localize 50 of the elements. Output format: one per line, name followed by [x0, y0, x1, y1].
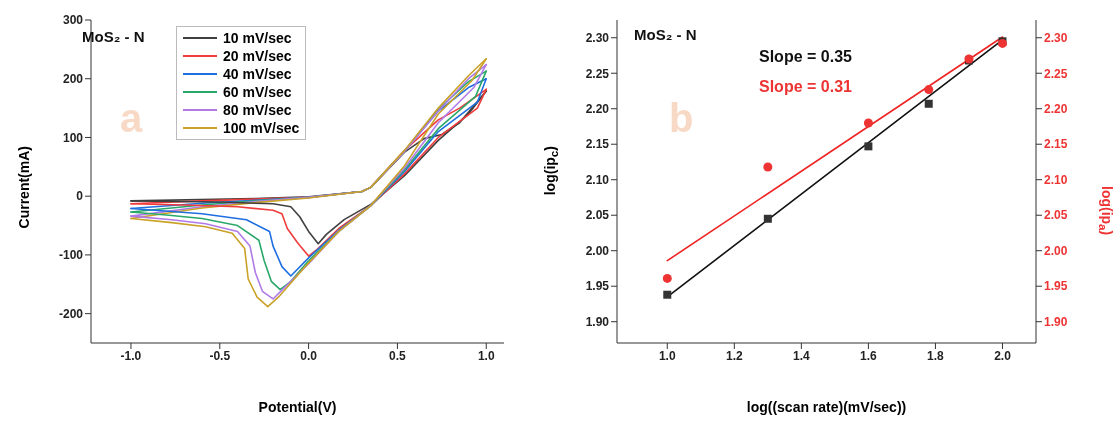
x-tick-label: 1.0: [477, 348, 495, 363]
y-tick-label: 200: [62, 71, 84, 86]
y-tick-label: 1.95: [585, 279, 610, 294]
y-tick-label: 2.10: [585, 172, 610, 187]
x-tick-label: 0.0: [300, 348, 318, 363]
y-tick-label: 0: [76, 189, 84, 204]
x-tick-label: -1.0: [120, 348, 142, 363]
y-tick-label: -100: [58, 248, 84, 263]
x-axis-title: log((scan rate)(mV/sec)): [745, 399, 908, 415]
y2-tick-label: 2.10: [1044, 172, 1068, 187]
x-tick-label: -0.5: [209, 348, 231, 363]
x-tick-label: 2.0: [994, 348, 1012, 363]
annotation: MoS₂ - N: [634, 26, 697, 43]
annotation: MoS₂ - N: [82, 28, 145, 45]
y-tick-label: 2.20: [585, 102, 610, 116]
annotation: Slope = 0.31: [759, 78, 852, 96]
y-tick-label: 2.25: [585, 66, 610, 81]
legend-label: 80 mV/sec: [223, 102, 292, 118]
annotation: b: [669, 96, 694, 141]
y2-tick-label: 2.20: [1044, 102, 1068, 116]
y-tick-label: 2.15: [585, 137, 610, 152]
y-tick-label: 2.00: [585, 243, 610, 258]
x-tick-label: 1.2: [725, 348, 743, 363]
y-tick-label: 300: [62, 13, 84, 28]
y2-tick-label: 2.15: [1044, 137, 1068, 152]
annotation: Slope = 0.35: [759, 48, 852, 66]
annotation: a: [120, 96, 143, 141]
x-tick-label: 1.4: [793, 348, 811, 363]
y-tick-label: -200: [58, 306, 84, 321]
x-tick-label: 1.0: [658, 348, 676, 363]
y2-tick-label: 2.05: [1044, 208, 1068, 223]
legend-label: 40 mV/sec: [223, 66, 292, 82]
y-tick-label: 2.05: [585, 208, 610, 223]
y-tick-label: 1.90: [585, 314, 610, 329]
y2-tick-label: 1.90: [1044, 314, 1068, 329]
y2-tick-label: 2.30: [1044, 31, 1068, 46]
y-axis-title: Current(mA): [16, 145, 32, 228]
legend-label: 100 mV/sec: [223, 120, 300, 136]
y-tick-label: 2.30: [585, 31, 610, 46]
legend-label: 60 mV/sec: [223, 84, 292, 100]
x-axis-title: Potential(V): [257, 399, 338, 415]
y-tick-label: 100: [62, 130, 84, 145]
y2-tick-label: 1.95: [1044, 279, 1068, 294]
legend-label: 20 mV/sec: [223, 48, 292, 64]
x-tick-label: 1.8: [927, 348, 945, 363]
y2-tick-label: 2.25: [1044, 66, 1068, 81]
x-tick-label: 0.5: [389, 348, 407, 363]
legend-label: 10 mV/sec: [223, 30, 292, 46]
y2-tick-label: 2.00: [1044, 243, 1068, 258]
x-tick-label: 1.6: [860, 348, 878, 363]
